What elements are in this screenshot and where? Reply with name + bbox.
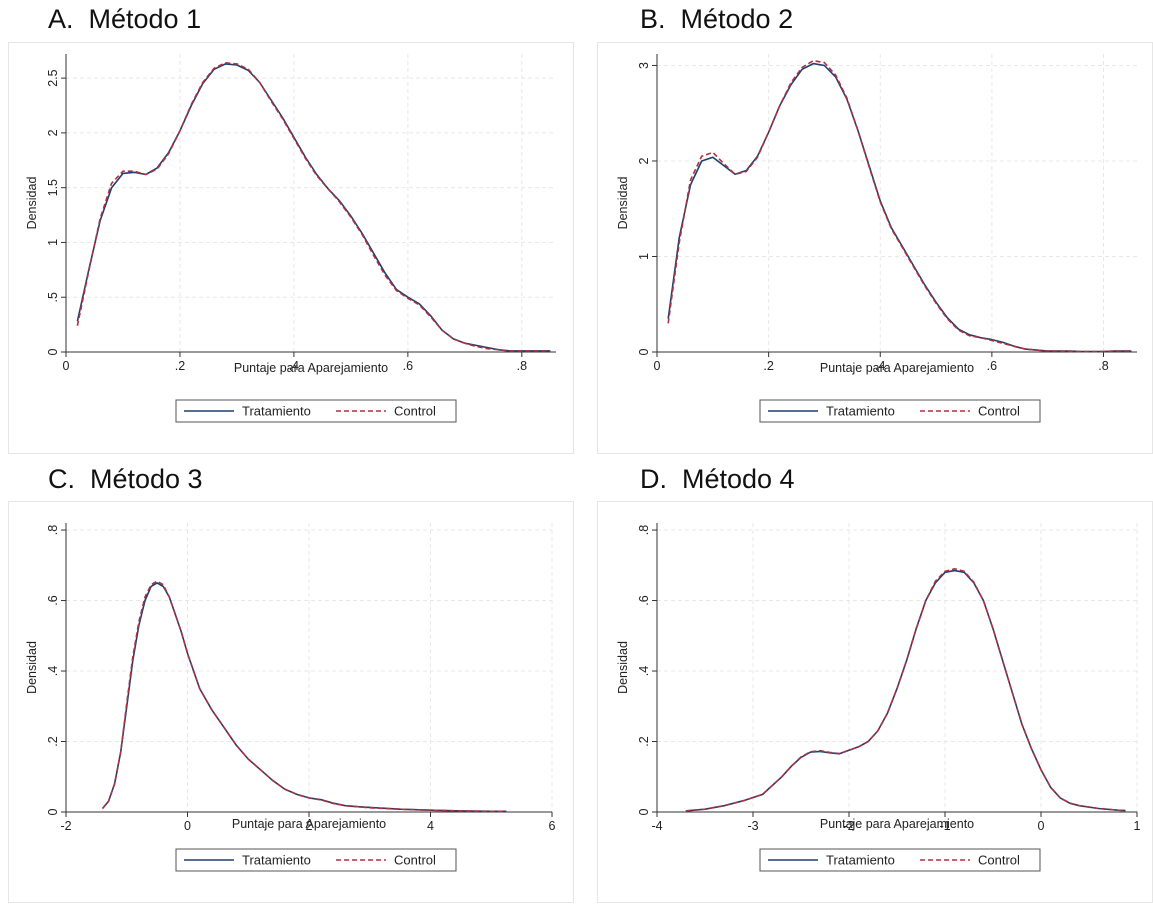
y-tick-label: 0 <box>637 808 651 815</box>
y-tick-label: .6 <box>46 595 60 605</box>
legend-box <box>759 848 1041 872</box>
y-tick-label: .4 <box>637 666 651 676</box>
x-tick-label: 2 <box>306 819 313 833</box>
legend: Tratamiento Control <box>759 399 1041 423</box>
legend-label-tratamiento: Tratamiento <box>242 404 311 419</box>
series-line-control <box>685 568 1126 812</box>
x-tick-label: 0 <box>654 359 661 373</box>
y-tick-label: 2.5 <box>46 69 60 86</box>
panel-frame <box>597 42 1153 454</box>
series-line-control <box>76 61 551 352</box>
y-axis-label: Densidad <box>616 641 630 694</box>
panel-frame <box>597 501 1153 903</box>
x-axis-label: Puntaje para Aparejamiento <box>234 361 388 375</box>
panel-frame <box>8 501 574 903</box>
series-line-tratamiento <box>76 63 551 352</box>
x-tick-label: 0 <box>184 819 191 833</box>
legend-label-control: Control <box>978 853 1020 868</box>
y-tick-label: 0 <box>637 348 651 355</box>
x-tick-label: -1 <box>939 819 950 833</box>
legend: Tratamiento Control <box>175 848 457 872</box>
y-tick-label: 1.5 <box>46 179 60 196</box>
panel-d-chart: -4 -3 -2 -1 0 1 0 .2 .4 .6 .8 Puntaje para Aparejam… <box>597 501 1153 903</box>
series-line-tratamiento <box>667 62 1132 353</box>
y-tick-label: 3 <box>637 62 651 69</box>
legend-label-tratamiento: Tratamiento <box>826 404 895 419</box>
y-tick-label: 1 <box>637 253 651 260</box>
y-tick-label: .8 <box>637 525 651 535</box>
x-axis-label: Puntaje para Aparejamiento <box>820 361 974 375</box>
legend-label-control: Control <box>978 404 1020 419</box>
legend-box <box>175 399 457 423</box>
x-tick-label: -3 <box>747 819 758 833</box>
x-tick-label: -2 <box>843 819 854 833</box>
x-tick-label: .2 <box>175 359 185 373</box>
legend-label-tratamiento: Tratamiento <box>242 853 311 868</box>
y-tick-label: .2 <box>46 736 60 746</box>
x-tick-label: -2 <box>60 819 71 833</box>
x-tick-label: .6 <box>987 359 997 373</box>
y-tick-label: 2 <box>637 157 651 164</box>
x-tick-label: .4 <box>289 359 299 373</box>
y-tick-label: 0 <box>46 808 60 815</box>
x-axis-label: Puntaje para Aparejamiento <box>820 817 974 831</box>
legend-label-tratamiento: Tratamiento <box>826 853 895 868</box>
x-tick-label: 0 <box>1038 819 1045 833</box>
panel-a-title: A. Método 1 <box>48 4 202 34</box>
legend-box <box>175 848 457 872</box>
legend-label-control: Control <box>394 853 436 868</box>
panel-a-chart: 0 .2 .4 .6 .8 0 .5 1 1.5 2 2.5 Puntaje para Apareja… <box>8 42 574 454</box>
legend-box <box>759 399 1041 423</box>
y-tick-label: .5 <box>46 292 60 302</box>
x-tick-label: 4 <box>427 819 434 833</box>
panel-frame <box>8 42 574 454</box>
x-tick-label: .8 <box>1098 359 1108 373</box>
x-tick-label: .4 <box>875 359 885 373</box>
x-axis-label: Puntaje para Aparejamiento <box>232 817 386 831</box>
y-tick-label: 0 <box>46 348 60 355</box>
x-tick-label: -4 <box>651 819 662 833</box>
y-tick-label: .2 <box>637 736 651 746</box>
y-tick-label: 2 <box>46 129 60 136</box>
y-tick-label: .4 <box>46 666 60 676</box>
x-tick-label: 0 <box>63 359 70 373</box>
panel-b-title: B. Método 2 <box>640 4 794 34</box>
x-tick-label: .8 <box>517 359 527 373</box>
y-tick-label: .8 <box>46 525 60 535</box>
legend: Tratamiento Control <box>759 848 1041 872</box>
y-tick-label: 1 <box>46 239 60 246</box>
y-axis-label: Densidad <box>25 641 39 694</box>
y-axis-label: Densidad <box>616 177 630 230</box>
panel-c-title: C. Método 3 <box>48 464 203 494</box>
y-tick-label: .6 <box>637 595 651 605</box>
x-tick-label: 1 <box>1134 819 1141 833</box>
x-tick-label: .2 <box>763 359 773 373</box>
legend-label-control: Control <box>394 404 436 419</box>
x-tick-label: 6 <box>549 819 556 833</box>
series-line-control <box>667 59 1132 353</box>
legend: Tratamiento Control <box>175 399 457 423</box>
y-axis-label: Densidad <box>25 177 39 230</box>
panel-b-chart: 0 .2 .4 .6 .8 0 1 2 3 Puntaje para Aparejamiento D… <box>597 42 1153 454</box>
series-line-tratamiento <box>101 582 507 813</box>
series-line-control <box>101 580 507 813</box>
panel-d-title: D. Método 4 <box>640 464 795 494</box>
series-line-tratamiento <box>685 569 1126 812</box>
x-tick-label: .6 <box>403 359 413 373</box>
